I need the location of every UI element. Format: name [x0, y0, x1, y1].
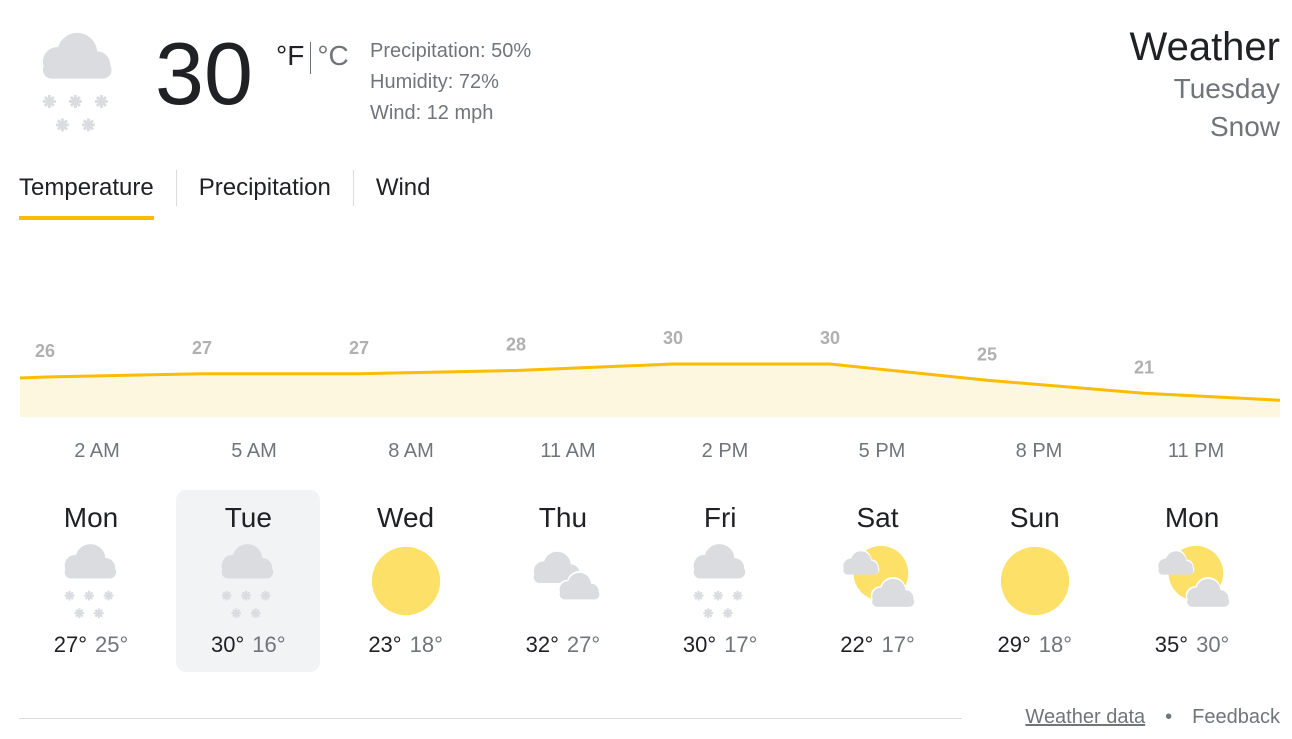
day-temps: 32° 27°	[491, 632, 635, 658]
day-name: Wed	[377, 502, 435, 533]
low-temp: 18°	[1038, 632, 1073, 657]
day-temps: 22° 17°	[805, 632, 949, 658]
day-thu[interactable]: Thu 32° 27°	[491, 490, 635, 672]
cloudy-icon	[491, 538, 635, 624]
feedback-link[interactable]: Feedback	[1192, 706, 1280, 728]
day-temps: 29° 18°	[963, 632, 1107, 658]
chart-tabs: Temperature Precipitation Wind	[19, 170, 431, 220]
high-temp: 32°	[525, 632, 559, 657]
wind: Wind: 12 mph	[370, 102, 494, 124]
tab-precipitation[interactable]: Precipitation	[198, 174, 331, 201]
condition: Snow	[1209, 111, 1280, 142]
low-temp: 18°	[409, 632, 443, 657]
day-name: Mon	[1164, 502, 1220, 533]
chart-line	[19, 362, 1281, 402]
data-label: 30	[663, 328, 683, 348]
snow-icon	[19, 538, 163, 624]
day-temps: 35° 30°	[1120, 632, 1264, 658]
day-temps: 23° 18°	[334, 632, 478, 658]
widget-title: Weather	[1129, 25, 1280, 69]
day-tue[interactable]: Tue 30° 16°	[176, 490, 321, 672]
data-label: 27	[349, 338, 369, 358]
day-name: Sun	[1009, 502, 1060, 533]
snow-icon	[176, 538, 320, 624]
high-temp: 30°	[682, 632, 717, 657]
time-label: 11 AM	[540, 440, 596, 462]
tab-wind[interactable]: Wind	[375, 174, 431, 201]
day-temps: 30° 16°	[176, 632, 320, 658]
footer: Weather data • Feedback	[1025, 706, 1280, 729]
current-temperature: 30	[155, 24, 253, 123]
data-label: 28	[506, 335, 526, 355]
low-temp: 30°	[1196, 632, 1230, 657]
celsius-button[interactable]: °C	[317, 40, 349, 71]
time-label: 11 PM	[1167, 440, 1225, 462]
data-label: 30	[820, 328, 840, 348]
day-fri[interactable]: Fri 30° 17°	[648, 490, 792, 672]
chart-area	[20, 364, 1280, 417]
day-temps: 30° 17°	[648, 632, 792, 658]
time-label: 8 PM	[1015, 440, 1063, 462]
high-temp: 29°	[997, 632, 1031, 657]
high-temp: 23°	[368, 632, 402, 657]
fahrenheit-button[interactable]: °F	[276, 40, 305, 71]
sunny-icon	[334, 538, 478, 624]
day-mon[interactable]: Mon 35° 30°	[1120, 490, 1264, 672]
time-label: 8 AM	[388, 440, 434, 462]
day-temps: 27° 25°	[19, 632, 163, 658]
time-label: 2 PM	[701, 440, 749, 462]
data-label: 27	[192, 338, 212, 358]
day-name: Thu	[538, 502, 588, 533]
selected-day: Tuesday	[1173, 73, 1280, 104]
low-temp: 17°	[881, 632, 915, 657]
high-temp: 27°	[53, 632, 87, 657]
low-temp: 27°	[566, 632, 601, 657]
day-mon[interactable]: Mon 27° 25°	[19, 490, 163, 672]
current-details: Precipitation: 50% Humidity: 72% Wind: 1…	[370, 36, 531, 129]
low-temp: 16°	[252, 632, 286, 657]
data-label: 26	[35, 341, 55, 361]
day-name: Tue	[224, 502, 272, 533]
partly-cloudy-icon	[805, 538, 949, 624]
low-temp: 25°	[95, 632, 129, 657]
snow-icon	[648, 538, 792, 624]
precipitation: Precipitation: 50%	[370, 40, 532, 62]
day-wed[interactable]: Wed 23° 18°	[334, 490, 478, 672]
day-name: Mon	[63, 502, 119, 533]
weather-header: Weather Tuesday Snow	[1130, 24, 1280, 146]
time-label: 5 PM	[858, 440, 906, 462]
day-name: Fri	[703, 502, 737, 533]
partly-cloudy-icon	[1120, 538, 1264, 624]
data-label: 25	[977, 344, 997, 364]
snow-icon	[26, 30, 130, 139]
humidity: Humidity: 72%	[370, 71, 499, 93]
data-label: 21	[1134, 357, 1154, 377]
tab-temperature[interactable]: Temperature	[19, 170, 154, 220]
day-name: Sat	[856, 502, 899, 533]
time-label: 5 AM	[231, 440, 277, 462]
high-temp: 35°	[1154, 632, 1189, 657]
high-temp: 22°	[840, 632, 874, 657]
unit-toggle: °F °C	[276, 40, 349, 74]
low-temp: 17°	[724, 632, 758, 657]
weather-data-link[interactable]: Weather data	[1025, 706, 1146, 728]
time-label: 2 AM	[74, 440, 120, 462]
day-sat[interactable]: Sat 22° 17°	[805, 490, 949, 672]
divider	[19, 718, 962, 719]
temperature-chart: 26 27 27 28 30 30 25 21	[19, 328, 1281, 417]
sunny-icon	[963, 538, 1107, 624]
day-sun[interactable]: Sun 29° 18°	[963, 490, 1107, 672]
daily-forecast: Mon 27° 25° Tue 30° 16° Wed 23° 18° Thu 32° 27°…	[19, 490, 1277, 672]
high-temp: 30°	[211, 632, 245, 657]
separator: •	[1165, 706, 1173, 728]
